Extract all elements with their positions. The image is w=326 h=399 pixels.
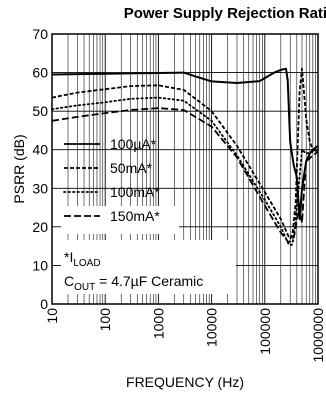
legend-background	[61, 206, 179, 234]
y-tick-labels: 0 10 20 30 40 50 60 70	[32, 26, 48, 312]
annotation-cout-main: C	[64, 273, 74, 289]
x-tick-label: 10	[44, 308, 60, 324]
x-tick-label: 10000	[204, 308, 220, 347]
legend-label: 150mA*	[110, 208, 160, 224]
chart-title: Power Supply Rejection Ratio	[124, 5, 326, 22]
annotation-line-2: COUT = 4.7µF Ceramic	[64, 273, 203, 293]
y-tick-label: 10	[32, 257, 48, 273]
y-tick-label: 30	[32, 180, 48, 196]
legend-label: 100mA*	[110, 184, 160, 200]
annotation-iload-sub: LOAD	[73, 258, 100, 269]
legend: 100µA* 50mA* 100mA* 150mA*	[63, 136, 160, 224]
series-line	[51, 107, 319, 244]
series-group	[51, 67, 319, 246]
y-tick-label: 50	[32, 103, 48, 119]
legend-label: 100µA*	[110, 136, 157, 152]
y-tick-label: 0	[40, 296, 48, 312]
series-line	[51, 96, 319, 246]
annotation-iload-main: *I	[64, 249, 73, 265]
x-tick-label: 1000	[150, 308, 166, 339]
x-tick-label: 100	[97, 308, 113, 332]
plot-frame	[51, 33, 319, 305]
y-axis-label: PSRR (dB)	[11, 134, 27, 203]
annotation-cout-sub: OUT	[74, 282, 95, 293]
y-tick-label: 60	[32, 65, 48, 81]
x-tick-label: 1000000	[310, 308, 326, 363]
series-line	[51, 67, 319, 240]
annotation-line-1: *ILOAD	[64, 249, 101, 269]
x-axis-label: FREQUENCY (Hz)	[126, 374, 244, 390]
annotation-cout-rest: = 4.7µF Ceramic	[95, 273, 203, 289]
legend-label: 50mA*	[110, 160, 153, 176]
y-tick-label: 20	[32, 219, 48, 235]
y-tick-label: 70	[32, 26, 48, 42]
x-tick-labels: 10 100 1000 10000 100000 1000000	[44, 308, 326, 363]
x-tick-label: 100000	[257, 308, 273, 355]
load-annotation: *ILOAD COUT = 4.7µF Ceramic	[61, 240, 236, 294]
y-tick-label: 40	[32, 142, 48, 158]
